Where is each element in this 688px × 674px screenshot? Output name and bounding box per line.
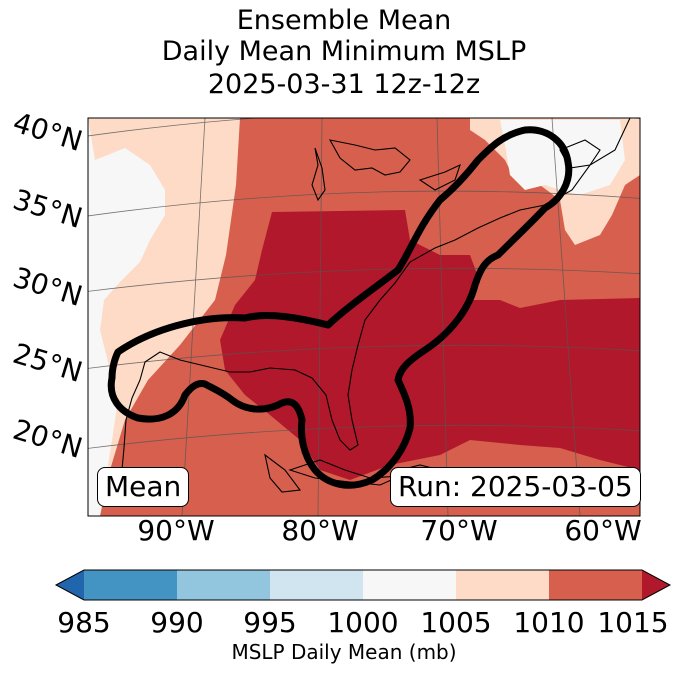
- lon-label-70w: 70°W: [420, 514, 498, 547]
- colorbar-over-arrow: [642, 570, 670, 600]
- pressure-field: [88, 118, 640, 516]
- title-line-1: Ensemble Mean: [236, 5, 452, 36]
- title-line-2: Daily Mean Minimum MSLP: [161, 36, 527, 67]
- title-line-3: 2025-03-31 12z-12z: [207, 69, 481, 100]
- colorbar: [54, 569, 672, 601]
- lon-label-80w: 80°W: [281, 514, 359, 547]
- colorbar-tick-1000: 1000: [327, 606, 399, 639]
- graticule: [88, 118, 640, 516]
- map-frame: [87, 117, 641, 517]
- field-1000-1005-west: [88, 118, 165, 516]
- field-1000-1005-northeast: [500, 120, 625, 195]
- colorbar-tick-990: 990: [150, 606, 204, 639]
- colorbar-tick-995: 995: [243, 606, 297, 639]
- colorbar-outline: [54, 569, 672, 601]
- colorbar-tick-985: 985: [57, 606, 111, 639]
- ensemble-contour: [107, 126, 573, 489]
- colorbar-segment-990-995: [177, 570, 270, 600]
- coastlines: [117, 118, 631, 501]
- colorbar-under-arrow: [56, 570, 84, 600]
- colorbar-segment-1010-1015: [549, 570, 642, 600]
- lon-label-90w: 90°W: [137, 514, 215, 547]
- mean-badge: Mean: [97, 467, 190, 507]
- colorbar-tick-1010: 1010: [513, 606, 585, 639]
- colorbar-segment-1005-1010: [456, 570, 549, 600]
- colorbar-segment-1000-1005: [363, 570, 456, 600]
- colorbar-tick-1005: 1005: [420, 606, 492, 639]
- colorbar-segment-995-1000: [270, 570, 363, 600]
- colorbar-label: MSLP Daily Mean (mb): [231, 640, 457, 664]
- colorbar-tick-1015: 1015: [597, 606, 669, 639]
- run-date-badge: Run: 2025-03-05: [390, 467, 641, 507]
- colorbar-segment-985-990: [84, 570, 177, 600]
- lon-label-60w: 60°W: [564, 514, 642, 547]
